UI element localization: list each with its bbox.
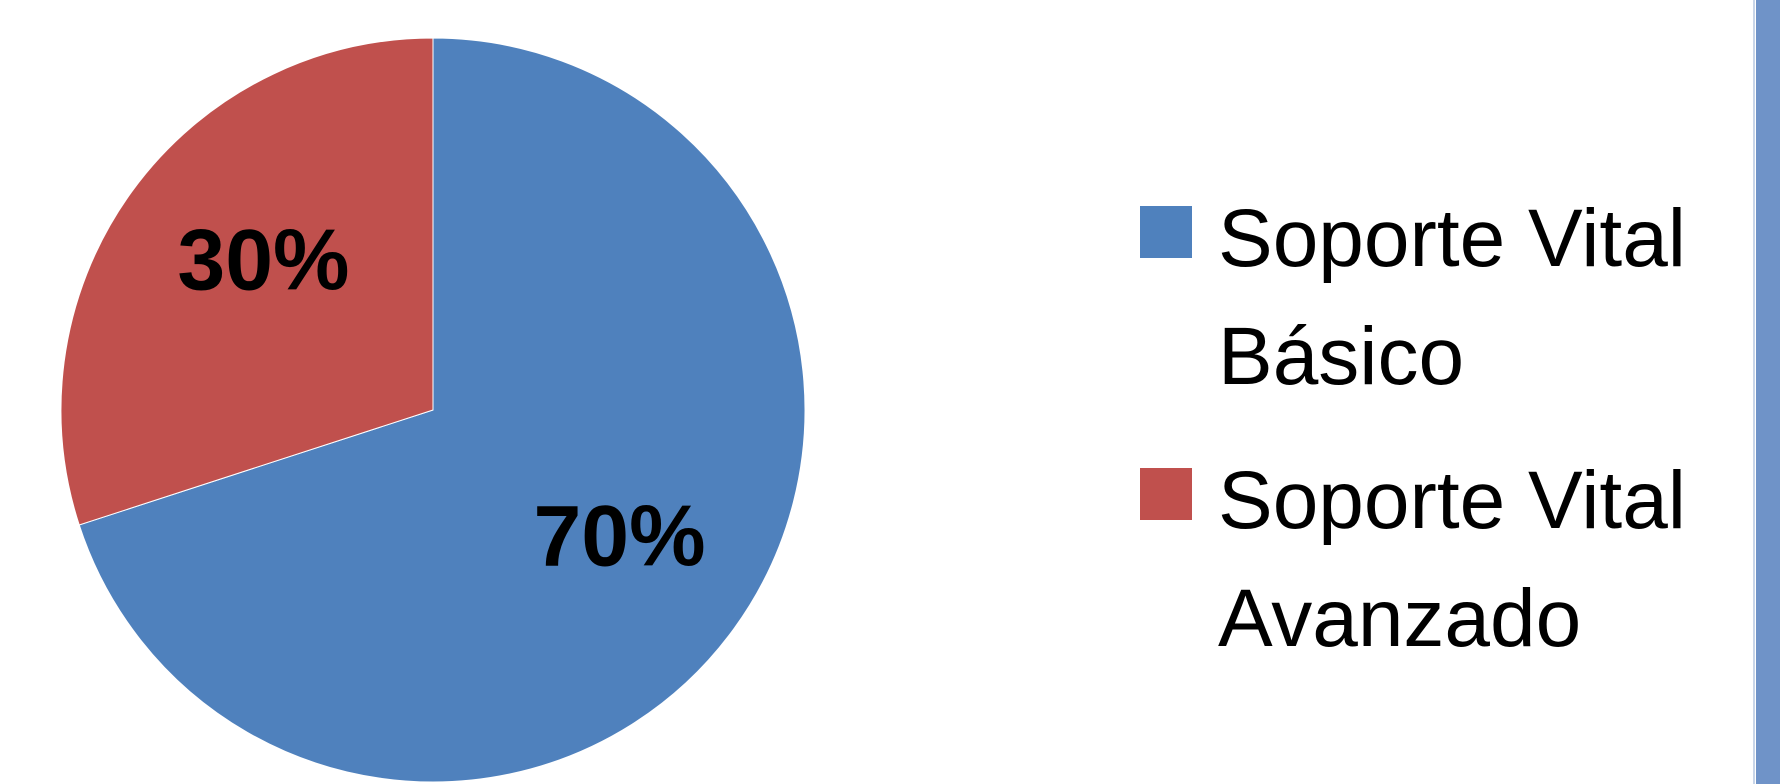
legend-label-basico-line1: Soporte Vital <box>1218 193 1687 284</box>
legend-label-avanzado-line2: Avanzado <box>1218 573 1582 664</box>
legend-item-soporte-vital-avanzado: Soporte Vital Avanzado <box>1140 442 1740 678</box>
legend-label-avanzado: Soporte Vital Avanzado <box>1218 442 1688 678</box>
legend-label-basico: Soporte Vital Básico <box>1218 180 1688 416</box>
pie-labels: 70% 30% <box>177 212 705 584</box>
pie-label-basico: 70% <box>533 489 705 585</box>
legend-label-basico-line2: Básico <box>1218 311 1465 402</box>
legend-item-soporte-vital-basico: Soporte Vital Básico <box>1140 180 1740 416</box>
legend-swatch-basico <box>1140 206 1192 258</box>
pie-slice-basico <box>78 37 806 783</box>
legend: Soporte Vital Básico Soporte Vital Avanz… <box>1140 180 1740 704</box>
side-bar-divider <box>1753 0 1755 784</box>
pie-chart: 70% 30% <box>60 37 806 783</box>
pie-label-avanzado: 30% <box>177 212 349 308</box>
legend-label-avanzado-line1: Soporte Vital <box>1218 455 1687 546</box>
legend-swatch-avanzado <box>1140 468 1192 520</box>
pie-slice-avanzado <box>60 37 434 526</box>
side-bar <box>1756 0 1780 784</box>
pie-slices <box>60 37 806 783</box>
